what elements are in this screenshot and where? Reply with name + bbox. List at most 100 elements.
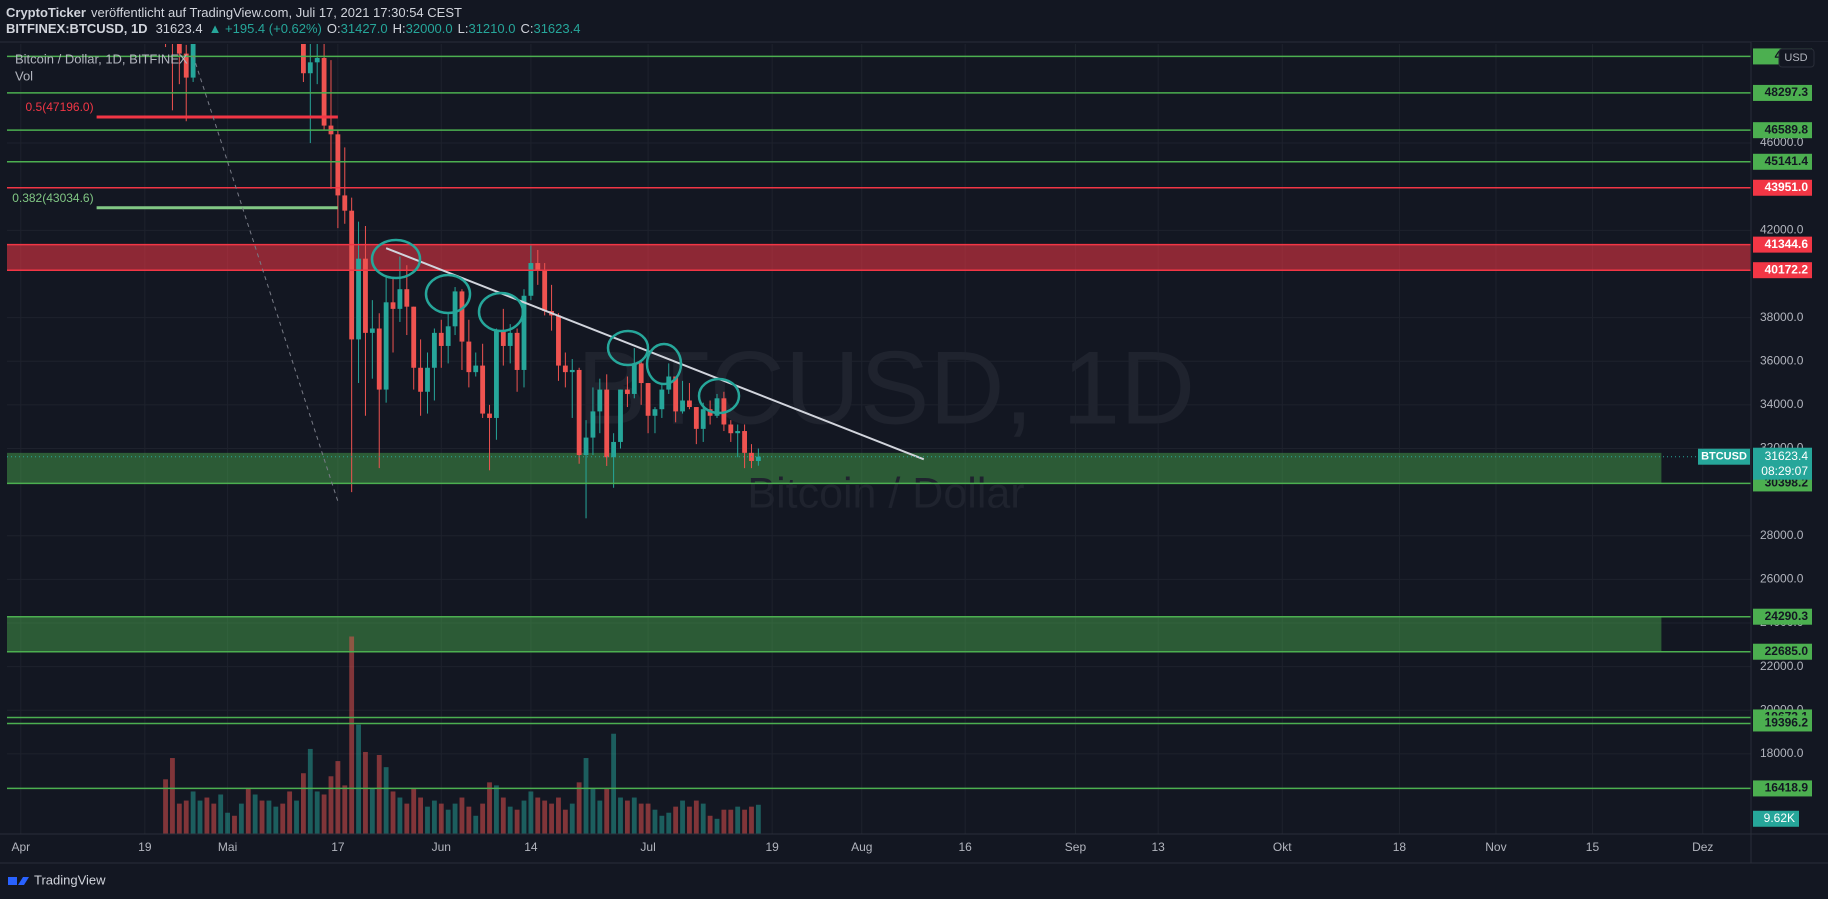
legend-series: Bitcoin / Dollar, 1D, BITFINEX xyxy=(15,51,188,66)
ohlc-key: L: xyxy=(458,21,469,36)
volume-bar xyxy=(611,733,617,834)
volume-bar xyxy=(218,794,224,834)
header-line: CryptoTicker veröffentlicht auf TradingVi… xyxy=(6,5,462,20)
candle-body xyxy=(535,263,541,270)
candle-body xyxy=(494,330,499,418)
candle-body xyxy=(742,431,747,453)
level-tag xyxy=(1753,262,1812,279)
ohlc-value: 31427.0 xyxy=(341,21,388,36)
change: ▲ +195.4 (+0.62%) xyxy=(209,21,322,36)
volume-bar xyxy=(245,788,251,834)
volume-bar xyxy=(721,809,727,834)
volume-bar xyxy=(480,803,486,834)
level-tag xyxy=(1753,179,1812,196)
level-tag xyxy=(1753,122,1812,139)
volume-bar xyxy=(438,803,444,834)
volume-bar xyxy=(369,788,375,834)
volume-bar xyxy=(728,809,734,834)
currency-badge[interactable] xyxy=(1778,48,1815,68)
price-tag xyxy=(1753,447,1812,480)
candle-body xyxy=(576,369,582,456)
volume-bar xyxy=(507,806,513,834)
level-label: 16418.9 xyxy=(1765,781,1809,795)
volume-bar xyxy=(542,800,548,834)
candle-body xyxy=(652,409,658,416)
level-tag xyxy=(1753,715,1812,732)
level-label: 40172.2 xyxy=(1765,262,1809,276)
candle-body xyxy=(418,367,424,392)
volume-bar xyxy=(418,797,424,834)
candle-body xyxy=(473,365,479,373)
level-label: 22685.0 xyxy=(1765,644,1809,658)
volume-bar xyxy=(273,806,279,834)
candle-body xyxy=(624,389,630,394)
volume-bar xyxy=(659,815,665,834)
candle-body xyxy=(300,44,306,74)
candle-body xyxy=(383,302,389,390)
brand[interactable]: TradingView xyxy=(34,872,106,887)
volume-bar xyxy=(466,806,472,834)
volume-bar xyxy=(232,815,237,834)
level-label: 43951.0 xyxy=(1765,180,1809,194)
candle-body xyxy=(390,302,396,309)
zone xyxy=(7,244,1751,271)
volume-bar xyxy=(183,800,189,834)
candle-body xyxy=(480,365,486,414)
candle-body xyxy=(507,332,513,346)
volume-bar xyxy=(280,803,286,834)
candle-body xyxy=(307,62,313,74)
volume-bar xyxy=(521,800,527,834)
y-tick-label: 36000.0 xyxy=(1760,353,1804,367)
x-tick-label: Mai xyxy=(218,840,237,854)
logo xyxy=(8,877,29,885)
candle-body xyxy=(611,441,617,458)
volume-bar xyxy=(500,797,506,834)
x-tick-label: 19 xyxy=(765,840,779,854)
candle-body xyxy=(604,389,610,458)
candle-body xyxy=(321,57,327,126)
annotation-circles xyxy=(370,238,741,415)
candle-body xyxy=(687,400,692,408)
candle-body xyxy=(556,315,561,366)
level-tag xyxy=(1753,236,1812,253)
volume-bar xyxy=(383,767,389,834)
volume-bar xyxy=(349,636,355,834)
volume-bar xyxy=(556,797,561,834)
candle-body xyxy=(190,44,196,78)
candle-body xyxy=(411,306,417,368)
candle-body xyxy=(376,328,382,390)
volume-tag-label: 9.62K xyxy=(1764,811,1795,825)
volume-bar xyxy=(755,804,761,834)
y-tick-label: 28000.0 xyxy=(1760,528,1804,542)
volume-bar xyxy=(452,803,458,834)
x-tick-label: Dez xyxy=(1692,840,1713,854)
level-label: 24290.3 xyxy=(1765,609,1809,623)
candle-body xyxy=(445,326,451,346)
candle-body xyxy=(631,363,637,394)
countdown: 08:29:07 xyxy=(1761,464,1808,478)
y-tick-label: 42000.0 xyxy=(1760,222,1804,236)
watermark-symbol: BTCUSD, 1D xyxy=(577,330,1195,446)
candle-body xyxy=(438,332,444,346)
volume-bar xyxy=(376,755,382,834)
candle-body xyxy=(363,258,368,333)
circle xyxy=(645,342,683,386)
candle-body xyxy=(590,411,596,438)
candle-body xyxy=(693,407,699,429)
candle-body xyxy=(431,332,437,368)
x-tick-label: 17 xyxy=(331,840,345,854)
volume-bar xyxy=(170,758,175,834)
candle-body xyxy=(342,195,348,211)
candle-body xyxy=(183,53,189,78)
volume-bar xyxy=(397,797,403,834)
y-tick-label: 46000.0 xyxy=(1760,135,1804,149)
candle-body xyxy=(176,44,182,54)
level-label: 45141.4 xyxy=(1765,154,1809,168)
x-tick-label: 18 xyxy=(1393,840,1407,854)
candle-body xyxy=(314,57,320,63)
currency: USD xyxy=(1784,52,1807,64)
symbol-tag-label: BTCUSD xyxy=(1701,451,1747,463)
fib-label: 0.382(43034.6) xyxy=(12,191,93,205)
volume-bar xyxy=(569,803,575,834)
